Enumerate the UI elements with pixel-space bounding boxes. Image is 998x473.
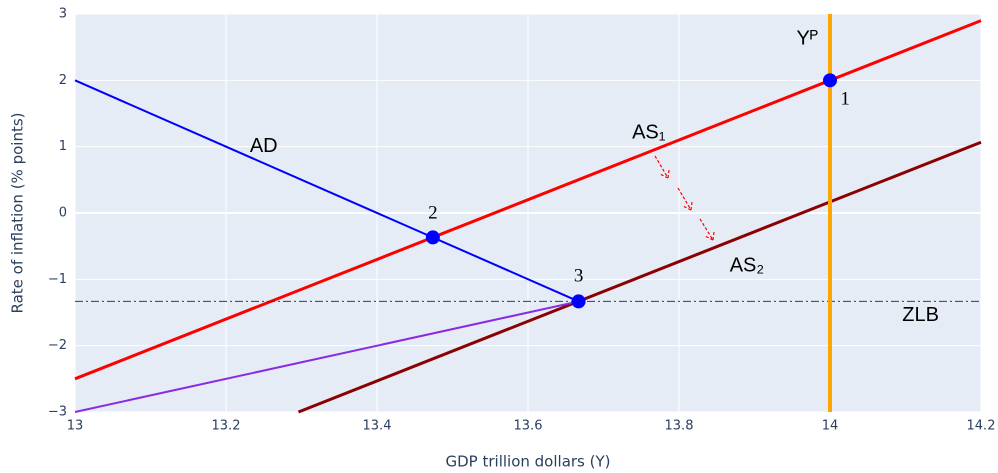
x-axis-title: GDP trillion dollars (Y)	[446, 453, 611, 471]
series-line	[297, 140, 982, 414]
y-tick-label: 0	[59, 206, 67, 221]
arrow	[699, 218, 715, 241]
arrow	[654, 155, 670, 179]
y-tick-label: −2	[48, 338, 67, 353]
y-tick-label: 3	[59, 7, 67, 22]
x-tick-label: 13	[67, 419, 84, 434]
arrow	[677, 187, 693, 211]
series-line	[74, 79, 579, 303]
y-axis-title: Rate of inflation (% points)	[9, 113, 27, 314]
annotation: 3	[574, 266, 584, 287]
x-tick-label: 13.2	[212, 419, 241, 434]
annotation: AS₂	[730, 254, 764, 276]
marks	[74, 14, 982, 414]
annotation: AS₁	[632, 122, 666, 144]
annotation: AD	[250, 135, 278, 157]
y-tick-label: 2	[59, 73, 67, 88]
x-tick-label: 13.6	[514, 419, 543, 434]
x-tick-label: 14	[822, 419, 839, 434]
annotation: 2	[428, 203, 438, 224]
y-tick-label: −3	[48, 405, 67, 420]
x-tick-label: 13.8	[665, 419, 694, 434]
point	[425, 230, 440, 245]
y-tick-label: 1	[59, 139, 67, 154]
shift-arrows	[654, 155, 715, 241]
annotation: 1	[840, 89, 850, 110]
x-tick-label: 14.2	[967, 419, 996, 434]
point	[823, 73, 837, 88]
y-tick-label: −1	[48, 272, 67, 287]
annotation: Yᴾ	[796, 27, 818, 49]
annotation: ZLB	[902, 304, 939, 326]
x-tick-label: 13.4	[363, 419, 392, 434]
series-line	[74, 300, 579, 413]
point	[571, 294, 586, 309]
